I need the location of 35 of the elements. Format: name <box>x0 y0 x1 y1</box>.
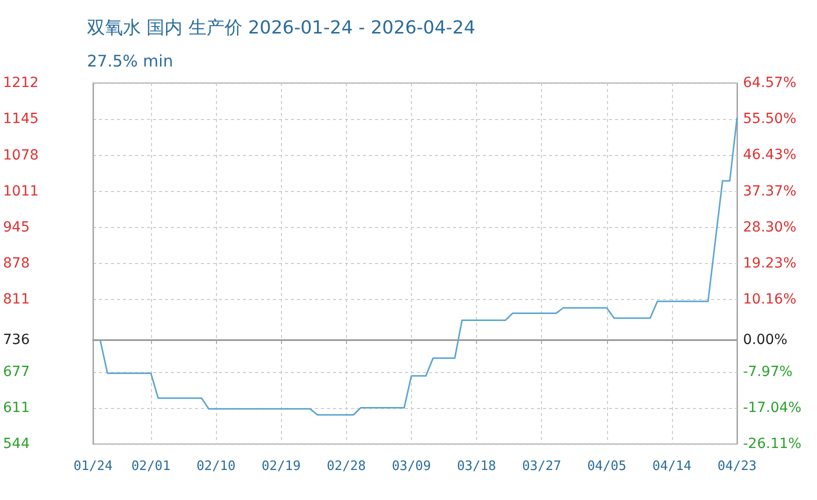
y2-tick-label: 64.57% <box>743 75 796 91</box>
y2-tick-label: -17.04% <box>743 400 802 416</box>
y-tick-label: 611 <box>3 400 30 416</box>
y2-tick-label: 10.16% <box>743 292 796 308</box>
y-tick-label: 878 <box>3 256 30 272</box>
x-tick-label: 03/27 <box>522 459 562 474</box>
y-tick-label: 736 <box>3 332 30 348</box>
y-tick-label: 677 <box>3 364 30 380</box>
y-tick-label: 1145 <box>3 111 39 128</box>
x-tick-label: 02/01 <box>131 459 170 474</box>
y2-tick-label: 19.23% <box>743 256 796 272</box>
y-tick-label: 544 <box>3 436 30 452</box>
x-tick-label: 04/05 <box>587 459 626 474</box>
x-tick-label: 02/28 <box>326 459 366 474</box>
y2-tick-label: 0.00% <box>743 332 788 348</box>
chart-subtitle: 27.5% min <box>87 52 174 70</box>
y2-tick-label: 37.37% <box>743 183 796 200</box>
y-tick-label: 1078 <box>3 147 39 164</box>
x-tick-label: 02/10 <box>196 459 236 474</box>
y2-tick-label: 46.43% <box>743 147 796 164</box>
y-tick-label: 1212 <box>3 75 39 91</box>
y2-tick-label: -7.97% <box>743 364 793 380</box>
x-tick-label: 01/24 <box>73 459 113 474</box>
y2-tick-label: 28.30% <box>743 219 796 236</box>
y-tick-label: 1011 <box>3 184 39 200</box>
y2-tick-label: -26.11% <box>743 436 802 452</box>
chart-title: 双氧水 国内 生产价 2026-01-24 - 2026-04-24 <box>87 18 476 38</box>
y-tick-label: 945 <box>3 219 30 236</box>
y-tick-label: 811 <box>3 292 30 308</box>
x-tick-label: 03/09 <box>392 459 431 474</box>
x-tick-label: 02/19 <box>262 459 301 474</box>
x-tick-label: 04/14 <box>652 459 692 474</box>
y2-tick-label: 55.50% <box>743 111 796 128</box>
x-tick-label: 04/23 <box>717 459 757 474</box>
x-tick-label: 03/18 <box>456 459 496 474</box>
